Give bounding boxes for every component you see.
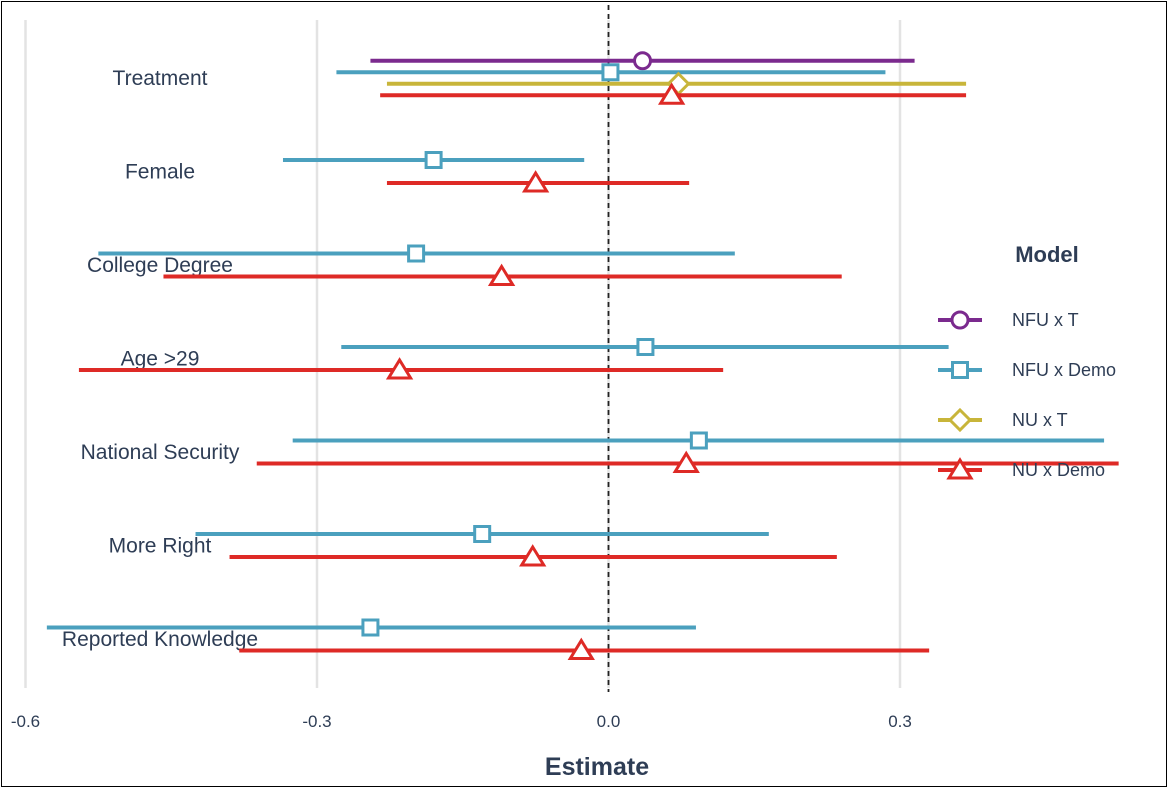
point-nfu-x-t <box>370 51 915 71</box>
x-tick-label: 0.0 <box>597 712 621 731</box>
estimate-marker <box>519 544 547 567</box>
legend-label: NU x T <box>1012 410 1068 430</box>
series-marks <box>46 51 1119 660</box>
legend-title: Model <box>1015 242 1079 267</box>
legend-item: NFU x Demo <box>938 360 1116 380</box>
estimate-marker <box>601 63 620 82</box>
legend-item: NFU x T <box>938 310 1079 330</box>
estimate-marker <box>424 151 443 169</box>
legend-marker <box>950 310 970 330</box>
legend: Model NFU x T NFU x Demo NU x T NU x Demo <box>938 242 1116 480</box>
point-nu-x-demo <box>163 263 842 286</box>
point-nfu-x-demo <box>292 431 1105 450</box>
estimate-marker <box>636 338 655 356</box>
estimate-marker <box>473 525 492 543</box>
legend-item: NU x T <box>938 407 1068 433</box>
estimate-marker <box>689 431 708 450</box>
legend-label: NFU x T <box>1012 310 1079 330</box>
x-tick-labels: -0.6 -0.3 0.0 0.3 <box>11 712 912 731</box>
estimate-marker <box>361 618 380 637</box>
legend-items: NFU x T NFU x Demo NU x T NU x Demo <box>938 310 1116 480</box>
legend-marker <box>946 457 974 480</box>
x-tick-label: -0.3 <box>302 712 331 731</box>
estimate-marker <box>521 170 550 193</box>
category-label: Reported Knowledge <box>62 628 258 651</box>
point-nfu-x-demo <box>336 63 886 82</box>
estimate-marker <box>657 82 686 105</box>
point-nu-x-demo <box>78 357 724 380</box>
legend-marker <box>951 361 969 379</box>
estimate-marker <box>487 263 516 286</box>
legend-label: NFU x Demo <box>1012 360 1116 380</box>
category-labels: Treatment Female College Degree Age >29 Nati… <box>62 67 258 651</box>
point-nfu-x-demo <box>46 618 696 637</box>
point-nfu-x-demo <box>195 525 769 543</box>
category-label: Female <box>125 161 195 184</box>
point-nfu-x-demo <box>98 244 735 263</box>
estimate-marker <box>633 51 653 71</box>
category-label: Age >29 <box>121 348 200 371</box>
point-nu-x-demo <box>256 450 1119 473</box>
point-nu-x-demo <box>229 544 837 567</box>
point-nu-x-demo <box>386 170 690 193</box>
x-axis-title: Estimate <box>545 753 649 781</box>
category-label: More Right <box>109 535 212 558</box>
x-tick-label: -0.6 <box>11 712 40 731</box>
estimate-marker <box>385 357 414 380</box>
estimate-marker <box>672 450 700 473</box>
legend-label: NU x Demo <box>1012 460 1105 480</box>
point-nu-x-demo <box>380 82 967 105</box>
legend-item: NU x Demo <box>938 457 1105 480</box>
estimate-marker <box>567 637 595 660</box>
category-label: National Security <box>81 441 240 464</box>
category-label: College Degree <box>87 254 233 277</box>
estimate-marker <box>407 244 426 263</box>
category-label: Treatment <box>113 67 208 90</box>
legend-marker <box>947 407 973 433</box>
point-nfu-x-demo <box>282 151 585 169</box>
point-nu-x-demo <box>239 637 930 660</box>
point-nfu-x-demo <box>341 338 949 356</box>
x-tick-label: 0.3 <box>888 712 912 731</box>
